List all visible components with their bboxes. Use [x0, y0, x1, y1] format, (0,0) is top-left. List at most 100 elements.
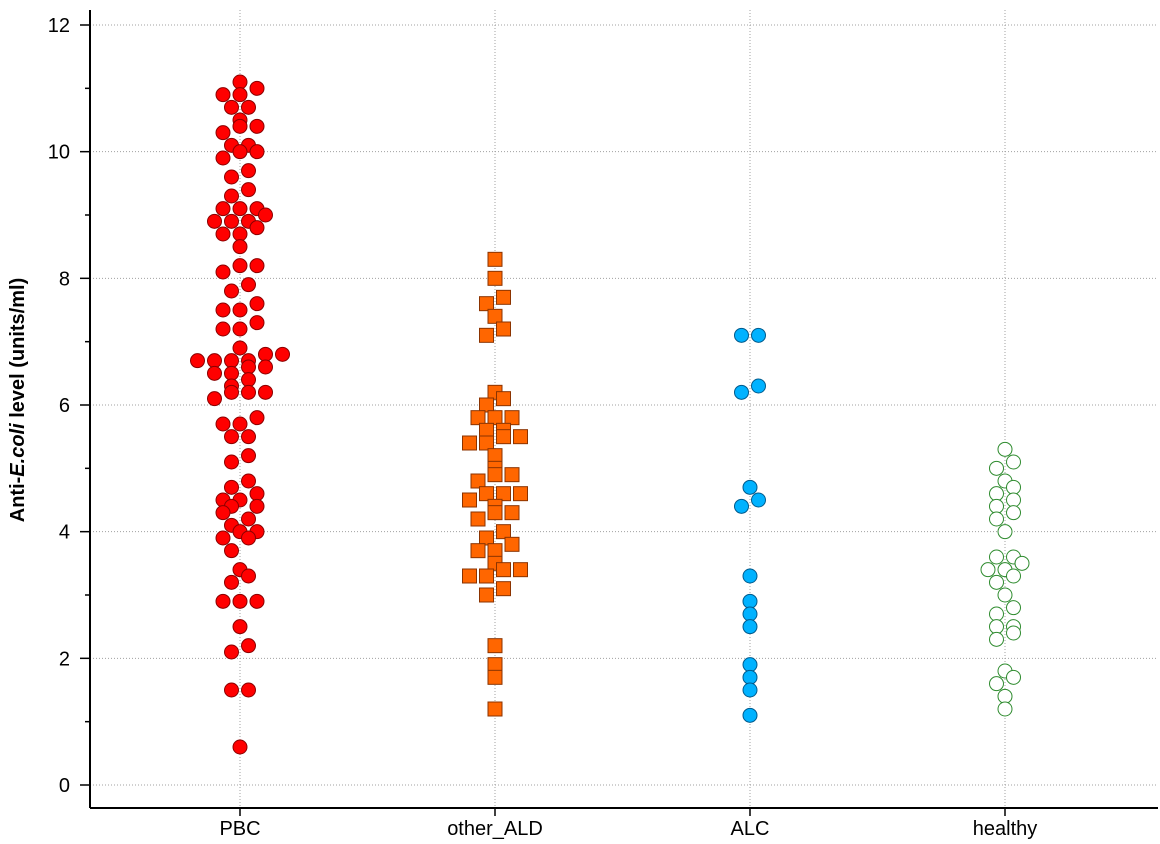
data-point	[487, 410, 503, 426]
data-point	[215, 593, 231, 609]
data-point	[241, 429, 256, 445]
data-point	[224, 429, 239, 445]
data-point	[504, 505, 520, 521]
data-point	[997, 441, 1013, 457]
data-point	[742, 593, 758, 609]
data-point	[224, 365, 239, 381]
data-point	[224, 644, 239, 660]
data-point	[224, 384, 239, 400]
x-tick-label: other_ALD	[447, 818, 543, 840]
data-point	[232, 302, 248, 318]
data-point	[1006, 479, 1021, 495]
data-point	[1006, 505, 1021, 521]
data-point	[207, 213, 222, 229]
data-point	[258, 346, 273, 362]
y-axis-label-italic: E.coli	[7, 423, 29, 477]
data-point	[232, 593, 248, 609]
data-point	[742, 707, 758, 723]
data-point	[479, 568, 494, 584]
data-point	[215, 530, 231, 546]
data-point	[1006, 600, 1021, 616]
data-point	[997, 701, 1013, 717]
data-point	[980, 562, 996, 578]
data-point	[742, 682, 758, 698]
y-axis-label-suffix: level (units/ml)	[7, 278, 29, 424]
data-point	[479, 327, 494, 343]
data-point	[258, 384, 273, 400]
data-point	[997, 524, 1013, 540]
data-point	[232, 321, 248, 337]
data-point	[462, 492, 477, 508]
data-point	[487, 543, 503, 559]
data-point	[734, 384, 749, 400]
data-point	[487, 270, 503, 286]
data-point	[249, 498, 265, 514]
data-point	[241, 682, 256, 698]
data-point	[487, 467, 503, 483]
data-point	[742, 657, 758, 673]
data-point	[241, 530, 256, 546]
data-point	[232, 340, 248, 356]
data-point	[207, 391, 222, 407]
data-point	[224, 169, 239, 185]
data-point	[997, 587, 1013, 603]
data-point	[241, 277, 256, 293]
data-point	[487, 669, 503, 685]
data-point	[989, 619, 1004, 635]
data-point	[487, 701, 503, 717]
data-point	[479, 296, 494, 312]
grid-lines	[90, 10, 1158, 808]
data-point	[479, 530, 494, 546]
data-point	[734, 327, 749, 343]
data-point	[241, 182, 256, 198]
data-point	[513, 429, 528, 445]
data-point	[232, 258, 248, 274]
data-point	[496, 581, 511, 597]
data-point	[224, 188, 239, 204]
data-point	[241, 568, 256, 584]
data-point	[241, 359, 256, 375]
data-point	[479, 486, 494, 502]
data-point	[470, 473, 486, 489]
data-point	[504, 467, 520, 483]
data-point	[470, 511, 486, 527]
data-point	[513, 486, 528, 502]
data-point	[258, 207, 273, 223]
data-point	[224, 353, 239, 369]
x-tick-label: ALC	[731, 818, 770, 840]
data-point	[496, 486, 511, 502]
x-tick-label: PBC	[219, 818, 260, 840]
data-point	[1006, 568, 1021, 584]
data-point	[190, 353, 205, 369]
data-point	[215, 264, 231, 280]
data-point	[487, 505, 503, 521]
data-point	[751, 327, 766, 343]
series-PBC	[190, 74, 290, 755]
data-point	[224, 543, 239, 559]
data-point	[1006, 454, 1021, 470]
data-point	[734, 498, 749, 514]
data-point	[1006, 625, 1021, 641]
data-point	[249, 296, 265, 312]
data-point	[504, 536, 520, 552]
data-point	[496, 524, 511, 540]
data-point	[232, 87, 248, 103]
data-point	[215, 416, 231, 432]
data-point	[232, 416, 248, 432]
data-point	[224, 213, 239, 229]
data-point	[215, 302, 231, 318]
data-point	[232, 201, 248, 217]
data-point	[479, 435, 494, 451]
data-point	[241, 638, 256, 654]
data-point	[989, 498, 1004, 514]
data-point	[249, 315, 265, 331]
data-point	[989, 676, 1004, 692]
data-point	[215, 87, 231, 103]
series-other_ALD	[462, 251, 528, 717]
data-point	[487, 251, 503, 267]
data-point	[496, 321, 511, 337]
data-point	[249, 144, 265, 160]
data-point	[249, 410, 265, 426]
data-point	[249, 593, 265, 609]
data-point	[215, 505, 231, 521]
